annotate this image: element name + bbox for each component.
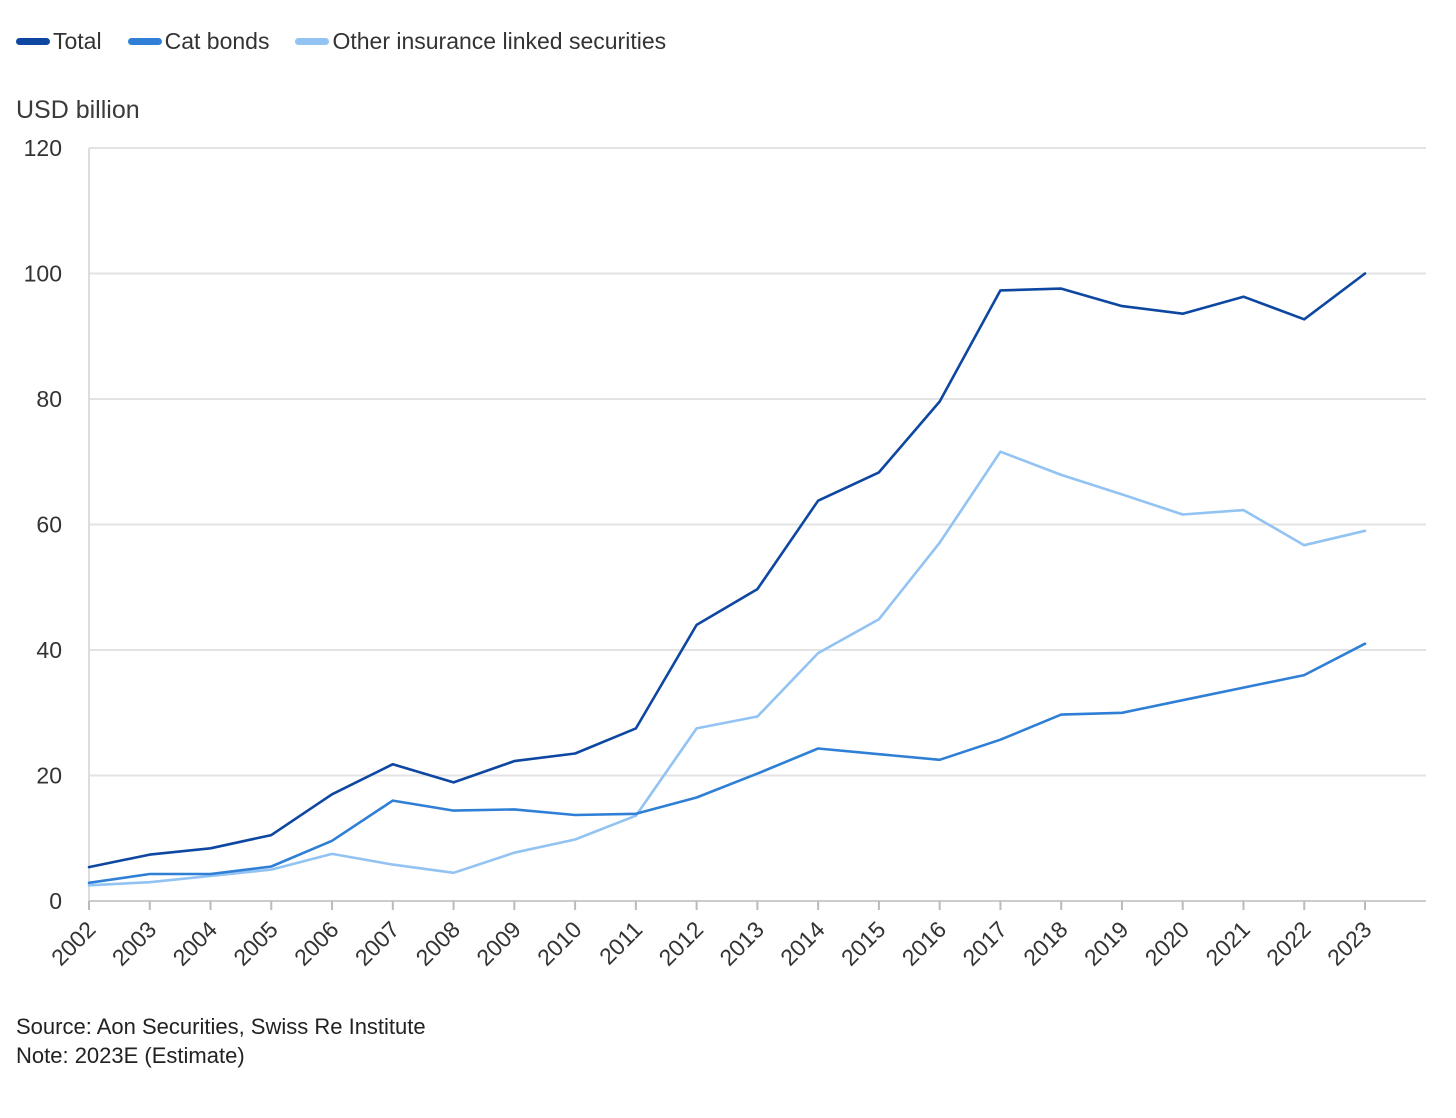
x-tick-label: 2020 xyxy=(1140,916,1195,971)
x-tick-label: 2013 xyxy=(714,916,769,971)
x-tick-label: 2005 xyxy=(228,916,283,971)
legend-swatch xyxy=(295,37,330,45)
source-note: Source: Aon Securities, Swiss Re Institu… xyxy=(16,1014,426,1039)
legend: Total Cat bonds Other insurance linked sec… xyxy=(16,26,692,56)
legend-swatch xyxy=(16,37,50,45)
x-tick-label: 2010 xyxy=(532,916,587,971)
x-tick-label: 2021 xyxy=(1200,916,1255,971)
x-tick-label: 2019 xyxy=(1079,916,1134,971)
x-tick-label: 2014 xyxy=(775,916,830,971)
y-tick-label: 120 xyxy=(24,135,62,161)
x-tick-label: 2016 xyxy=(897,916,952,971)
y-tick-label: 60 xyxy=(36,512,62,538)
x-tick-label: 2006 xyxy=(289,916,344,971)
series-line-total xyxy=(87,272,1367,869)
x-tick-label: 2017 xyxy=(957,916,1012,971)
legend-item: Cat bonds xyxy=(127,27,270,55)
series-line-other-insurance-linked-securities xyxy=(87,450,1367,887)
series-line-cat-bonds xyxy=(87,642,1367,885)
x-tick-label: 2018 xyxy=(1018,916,1073,971)
legend-swatch xyxy=(127,37,162,45)
y-tick-label: 40 xyxy=(36,637,62,663)
y-axis-unit-label: USD billion xyxy=(16,96,140,124)
x-tick-label: 2003 xyxy=(107,916,162,971)
x-tick-label: 2011 xyxy=(594,916,647,969)
x-tick-label: 2022 xyxy=(1261,916,1316,971)
y-tick-label: 20 xyxy=(36,763,62,789)
x-tick-label: 2008 xyxy=(411,916,466,971)
y-tick-label: 0 xyxy=(49,888,62,914)
x-tick-label: 2002 xyxy=(46,916,101,971)
legend-label: Total xyxy=(53,27,102,54)
y-tick-label: 80 xyxy=(36,386,62,412)
x-tick-label: 2009 xyxy=(471,916,526,971)
legend-label: Other insurance linked securities xyxy=(332,27,667,54)
legend-item: Total xyxy=(16,28,102,55)
x-tick-label: 2023 xyxy=(1322,916,1377,971)
legend-label: Cat bonds xyxy=(164,27,270,54)
chart-footer: Source: Aon Securities, Swiss Re Institu… xyxy=(16,1012,426,1070)
x-tick-label: 2015 xyxy=(836,916,891,971)
x-tick-label: 2007 xyxy=(350,916,405,971)
x-tick-label: 2004 xyxy=(167,916,222,971)
estimate-note: Note: 2023E (Estimate) xyxy=(16,1043,245,1068)
x-tick-label: 2012 xyxy=(654,916,709,971)
y-tick-label: 100 xyxy=(24,261,62,287)
legend-item: Other insurance linked securities xyxy=(295,28,666,55)
